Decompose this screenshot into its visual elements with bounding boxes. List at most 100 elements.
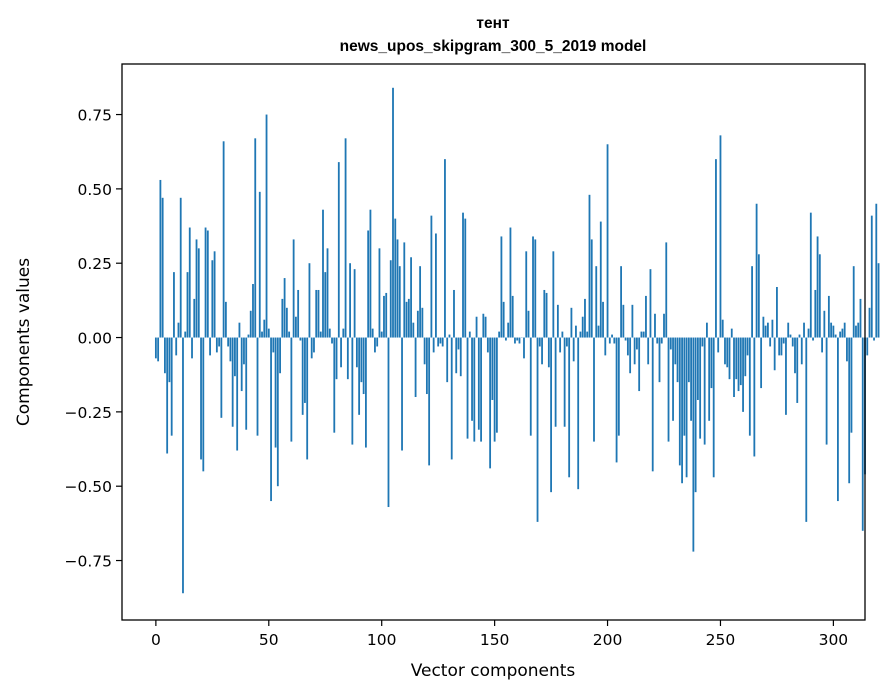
bar-85 (346, 337, 349, 380)
bar-281 (789, 334, 792, 338)
bar-265 (753, 337, 756, 457)
bar-262 (746, 337, 749, 356)
bar-42 (249, 310, 252, 338)
bar-163 (523, 337, 525, 359)
bar-283 (794, 337, 796, 374)
bar-242 (701, 337, 704, 347)
bar-55 (279, 337, 281, 374)
bar-62 (294, 316, 297, 338)
bar-77 (328, 328, 331, 338)
bar-110 (403, 242, 406, 338)
bar-154 (502, 301, 505, 338)
bar-48 (263, 319, 266, 338)
x-tick-label: 100 (367, 631, 397, 649)
bar-260 (742, 337, 744, 412)
bar-255 (730, 328, 733, 338)
bar-151 (495, 337, 498, 433)
bar-171 (541, 337, 543, 365)
bar-150 (493, 337, 496, 442)
bar-46 (258, 191, 261, 338)
bar-54 (276, 337, 279, 487)
bar-284 (796, 337, 799, 403)
x-tick-label: 250 (706, 631, 736, 649)
bar-11 (179, 197, 182, 338)
bar-67 (306, 337, 309, 460)
bar-91 (360, 337, 363, 383)
bar-12 (182, 337, 184, 594)
bar-286 (800, 337, 803, 365)
bar-144 (480, 337, 482, 442)
bar-119 (423, 337, 426, 365)
bar-157 (509, 227, 512, 338)
bar-28 (218, 337, 221, 347)
bar-216 (642, 331, 645, 338)
bar-290 (809, 212, 812, 338)
bar-68 (308, 263, 311, 338)
bar-166 (529, 337, 532, 436)
bar-310 (855, 325, 857, 338)
bar-230 (674, 337, 677, 365)
bar-249 (717, 337, 720, 353)
bar-186 (575, 325, 577, 338)
bar-141 (473, 337, 476, 442)
bar-177 (554, 337, 557, 427)
bar-307 (848, 337, 851, 484)
bar-9 (175, 337, 178, 356)
bar-152 (498, 331, 501, 338)
bar-37 (238, 322, 241, 338)
bar-153 (500, 236, 503, 338)
bar-238 (692, 337, 695, 552)
bar-208 (624, 337, 627, 341)
bar-102 (385, 292, 388, 338)
x-axis-label: Vector components (411, 661, 576, 681)
bar-297 (825, 337, 828, 445)
bar-59 (288, 331, 291, 338)
bar-240 (696, 337, 699, 400)
bar-301 (834, 334, 837, 338)
bar-225 (663, 313, 665, 338)
bar-34 (231, 337, 234, 427)
bar-44 (254, 138, 257, 338)
bar-184 (570, 307, 573, 338)
bar-211 (631, 304, 634, 338)
bar-165 (527, 310, 530, 338)
bar-98 (376, 337, 379, 347)
bar-138 (466, 337, 469, 439)
bar-271 (766, 322, 769, 338)
bar-148 (489, 337, 492, 469)
bar-293 (816, 236, 819, 338)
bar-168 (534, 239, 537, 338)
bar-169 (536, 337, 539, 522)
bar-202 (611, 334, 613, 338)
bar-20 (200, 337, 202, 460)
bar-112 (407, 298, 410, 338)
bar-23 (206, 230, 209, 338)
bar-256 (733, 337, 735, 398)
bar-279 (785, 337, 787, 415)
bar-274 (773, 337, 776, 371)
bar-93 (365, 337, 367, 448)
bar-228 (669, 337, 672, 350)
bar-45 (256, 337, 259, 436)
bar-69 (310, 337, 313, 359)
bar-21 (202, 337, 205, 472)
bar-31 (224, 301, 227, 338)
bar-139 (468, 331, 471, 338)
bar-146 (484, 316, 487, 338)
bar-41 (247, 334, 250, 338)
bar-261 (744, 337, 747, 377)
bar-196 (597, 325, 600, 338)
bar-36 (236, 337, 239, 451)
bar-295 (821, 337, 823, 353)
bar-215 (640, 331, 643, 338)
bar-282 (791, 337, 794, 347)
bar-13 (184, 331, 187, 338)
bar-223 (658, 337, 661, 383)
x-tick-label: 50 (259, 631, 279, 649)
y-tick-label: 0.00 (77, 330, 112, 348)
bar-291 (812, 337, 814, 341)
bar-191 (586, 331, 589, 338)
bar-109 (401, 337, 403, 451)
bar-87 (351, 337, 354, 445)
